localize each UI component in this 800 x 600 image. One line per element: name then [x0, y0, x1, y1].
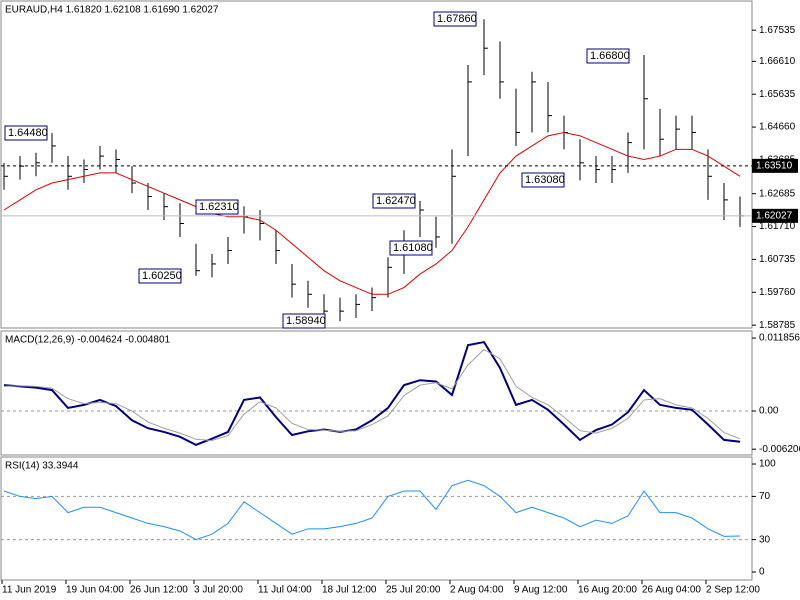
level-label: 1.63510: [756, 160, 793, 171]
panel-frame: [0, 330, 753, 456]
panel-title: RSI(14) 33.3944: [5, 461, 79, 472]
annotation-box: [521, 172, 565, 188]
y-tick-label: 1.64660: [759, 122, 796, 133]
y-tick-label: 1.66610: [759, 56, 796, 67]
panel-frame: [0, 0, 753, 329]
panel-title: EURAUD,H4 1.61820 1.62108 1.61690 1.6202…: [5, 5, 219, 16]
annotation-box: [433, 11, 477, 27]
y-tick-label: 1.67535: [759, 25, 796, 36]
panel-frame: [0, 456, 753, 581]
x-tick-label: 2 Sep 12:00: [706, 585, 760, 596]
x-tick-label: 16 Aug 20:00: [578, 585, 637, 596]
x-tick-label: 18 Jul 12:00: [322, 585, 377, 596]
annotation: 1.62310: [199, 201, 239, 213]
x-tick-label: 19 Jun 04:00: [66, 585, 124, 596]
indicator-line: [3, 340, 741, 446]
y-tick-label: 1.58785: [759, 320, 796, 331]
x-tick-label: 26 Jun 12:00: [130, 585, 188, 596]
annotation-box: [372, 193, 416, 209]
x-tick-label: 3 Jul 20:00: [194, 585, 243, 596]
x-tick-label: 11 Jun 2019: [2, 585, 57, 596]
y-tick-label: 1.60735: [759, 254, 796, 265]
y-tick-label: 1.65635: [759, 89, 796, 100]
annotation: 1.63080: [525, 174, 565, 186]
annotation-box: [586, 48, 630, 64]
y-tick-label: 0.00: [759, 406, 779, 417]
annotation-box: [195, 199, 239, 215]
annotation: 1.62470: [376, 195, 416, 207]
indicator-line: [3, 348, 741, 442]
y-tick-label: -0.006206: [759, 444, 800, 455]
annotation-box: [4, 125, 48, 141]
annotation: 1.64480: [8, 127, 48, 139]
panel-title: MACD(12,26,9) -0.004624 -0.004801: [5, 335, 171, 346]
annotation-box: [282, 313, 326, 329]
annotation: 1.58940: [286, 315, 326, 327]
y-tick-label: 0: [759, 567, 765, 578]
annotation: 1.67860: [437, 13, 477, 25]
y-tick-label: 30: [759, 534, 771, 545]
current-tag: [752, 208, 798, 223]
level-tag: [752, 158, 798, 173]
x-tick-label: 25 Jul 20:00: [386, 585, 441, 596]
indicator-line: [3, 479, 741, 541]
x-tick-label: 11 Jul 04:00: [258, 585, 312, 596]
y-tick-label: 1.59760: [759, 287, 796, 298]
annotation-box: [389, 240, 433, 256]
annotation: 1.60250: [142, 270, 182, 282]
x-tick-label: 26 Aug 04:00: [642, 585, 701, 596]
y-tick-label: 1.61710: [759, 221, 796, 232]
current-label: 1.62027: [756, 210, 793, 221]
y-tick-label: 1.62685: [759, 188, 796, 199]
moving-average: [3, 131, 741, 295]
x-tick-label: 2 Aug 04:00: [450, 585, 504, 596]
y-tick-label: 70: [759, 491, 771, 502]
annotation: 1.61080: [393, 242, 433, 254]
y-tick-label: 100: [759, 459, 776, 470]
x-tick-label: 9 Aug 12:00: [514, 585, 568, 596]
annotation-box: [138, 268, 182, 284]
y-tick-label: 0.011856: [759, 333, 800, 344]
annotation: 1.66800: [590, 50, 630, 62]
